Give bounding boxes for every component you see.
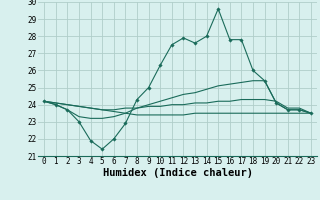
X-axis label: Humidex (Indice chaleur): Humidex (Indice chaleur): [103, 168, 252, 178]
